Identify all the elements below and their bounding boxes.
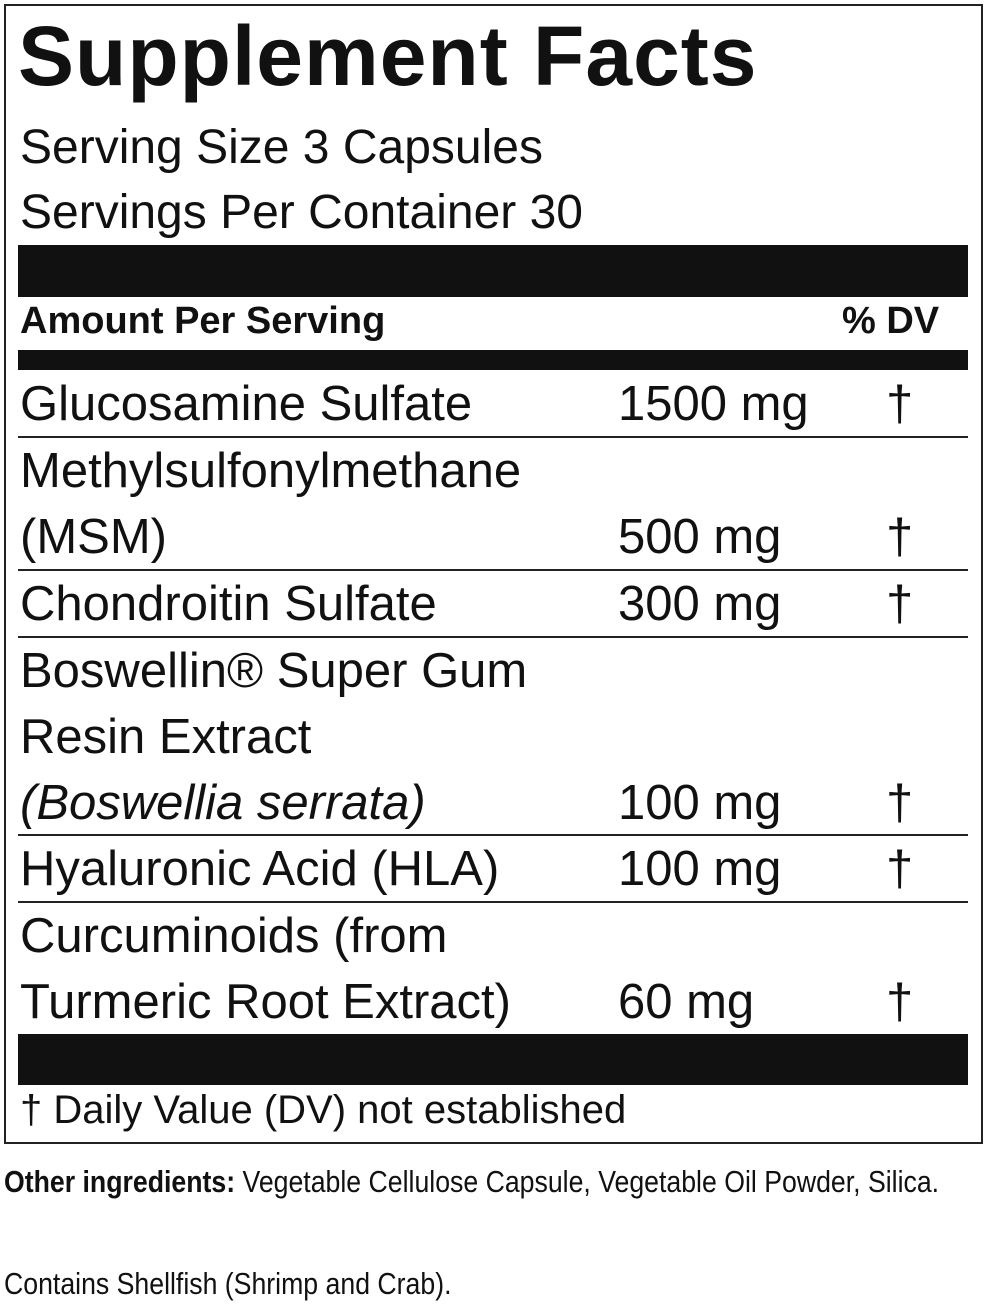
daily-value: † <box>886 510 914 564</box>
ingredient-name: Turmeric Root Extract) <box>20 975 511 1029</box>
row-rule <box>18 901 968 903</box>
serving-size: Serving Size 3 Capsules <box>20 121 543 174</box>
footnote: † Daily Value (DV) not established <box>20 1088 627 1132</box>
row-rule <box>18 569 968 571</box>
ingredient-name: (Boswellia serrata) <box>20 776 426 830</box>
divider-bar <box>18 1034 968 1085</box>
ingredient-name: Resin Extract <box>20 710 312 764</box>
column-header: % DV <box>842 300 940 342</box>
amount: 60 mg <box>618 975 755 1029</box>
ingredient-name: (MSM) <box>20 510 167 564</box>
daily-value: † <box>886 377 914 431</box>
ingredient-name: Chondroitin Sulfate <box>20 577 437 631</box>
amount: 100 mg <box>618 842 782 896</box>
ingredient-name: Boswellin® Super Gum <box>20 644 528 698</box>
other-ingredients-label: Other ingredients: <box>4 1164 236 1199</box>
row-rule <box>18 436 968 438</box>
daily-value: † <box>886 842 914 896</box>
amount: 1500 mg <box>618 377 809 431</box>
amount: 300 mg <box>618 577 782 631</box>
row-rule <box>18 834 968 836</box>
divider-bar <box>18 350 968 370</box>
row-rule <box>18 636 968 638</box>
ingredient-name: Hyaluronic Acid (HLA) <box>20 842 500 896</box>
daily-value: † <box>886 776 914 830</box>
ingredient-name: Methylsulfonylmethane <box>20 444 522 498</box>
other-ingredients-text: Vegetable Cellulose Capsule, Vegetable O… <box>242 1164 940 1199</box>
servings-per-container: Servings Per Container 30 <box>20 186 583 239</box>
daily-value: † <box>886 577 914 631</box>
ingredient-name: Curcuminoids (from <box>20 909 448 963</box>
facts-box <box>4 4 983 1144</box>
ingredient-name: Glucosamine Sulfate <box>20 377 473 431</box>
amount: 100 mg <box>618 776 782 830</box>
column-header: Amount Per Serving <box>20 300 386 342</box>
daily-value: † <box>886 975 914 1029</box>
divider-bar <box>18 245 968 297</box>
allergen-statement: Contains Shellfish (Shrimp and Crab). <box>4 1266 452 1301</box>
title: Supplement Facts <box>18 9 758 103</box>
amount: 500 mg <box>618 510 782 564</box>
other-ingredients: Other ingredients: Vegetable Cellulose C… <box>4 1160 967 1204</box>
